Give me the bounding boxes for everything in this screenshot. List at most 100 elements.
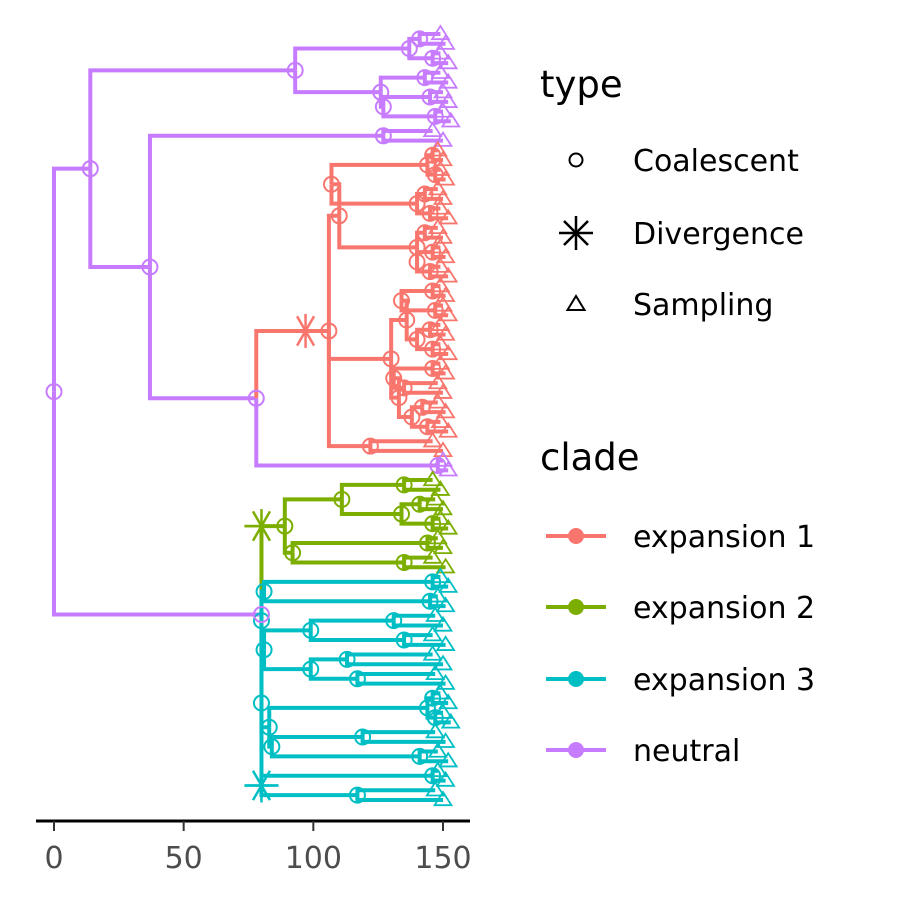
sampling-node [438, 92, 459, 108]
legend-clade-dot [568, 599, 584, 615]
sampling-node [438, 421, 459, 438]
coalescent-node [429, 456, 447, 474]
coalescent-node [413, 398, 431, 416]
coalescent-node [333, 490, 351, 508]
coalescent-node [421, 321, 439, 339]
sampling-node [432, 615, 454, 632]
coalescent-node [252, 694, 270, 712]
sampling-node [435, 363, 456, 380]
tree-branch [415, 339, 433, 352]
legend-clade-dot [568, 671, 584, 687]
tree-branch [262, 591, 431, 604]
sampling-node [435, 324, 456, 341]
tree-branch [381, 106, 436, 119]
tree-branch [262, 649, 311, 672]
tree-branch [345, 652, 433, 660]
tree-branch [293, 46, 410, 71]
tree-branch [308, 669, 358, 681]
legend-type-entry: Sampling [565, 288, 773, 323]
coalescent-node [424, 49, 442, 67]
coalescent-node [424, 360, 442, 378]
coalescent-node [302, 660, 320, 678]
sampling-node [430, 412, 451, 428]
tree-branch [399, 288, 433, 301]
tree-branch [267, 705, 428, 728]
tree-branch [391, 378, 405, 390]
sampling-node [427, 218, 448, 235]
tree-branch [378, 75, 425, 93]
legend-clade-dot [568, 528, 584, 544]
tree-branch [345, 659, 443, 667]
coalescent-node [385, 612, 403, 630]
sampling-node [432, 383, 454, 399]
sampling-node [438, 577, 459, 593]
sampling-node [430, 198, 451, 215]
sampling-node [425, 664, 446, 681]
coalescent-node [426, 107, 444, 125]
legend-type-title: type [540, 63, 623, 106]
sampling-node [432, 790, 454, 807]
sampling-node [430, 63, 451, 79]
tree-branch [415, 327, 431, 340]
legend-clade-entry: neutral [546, 734, 740, 769]
coalescent-node [408, 195, 426, 213]
coalescent-node [424, 689, 442, 707]
tree-branch [409, 417, 428, 429]
coalescent-node [302, 621, 320, 639]
coalescent-node [252, 606, 270, 624]
tree-branch [360, 736, 446, 744]
legend-clade-label: expansion 2 [633, 591, 815, 626]
sampling-node [435, 770, 456, 787]
sampling-node [438, 208, 459, 225]
x-axis: 0 50 100 150 [36, 819, 472, 876]
coalescent-node [418, 699, 436, 717]
tree-branch [402, 633, 433, 641]
legend-type-entry: Coalescent [568, 144, 799, 179]
tree-branch [269, 746, 420, 759]
sampling-node [430, 480, 451, 496]
legend-type-label: Coalescent [633, 144, 799, 179]
legend-clade-label: expansion 1 [633, 520, 815, 555]
legend-type: type Coalescent Divergence Sampling [540, 63, 804, 323]
tree-branch [396, 397, 412, 419]
coalescent-node [421, 592, 439, 610]
sampling-node [425, 489, 446, 506]
tree-branch [262, 628, 311, 650]
tree-branch [355, 671, 436, 679]
tree-branch [308, 657, 348, 670]
coalescent-node [424, 340, 442, 358]
sampling-node [438, 751, 459, 768]
coalescent-node [348, 786, 366, 804]
coalescent-node [421, 88, 439, 106]
sampling-node [435, 557, 456, 574]
coalescent-node [408, 330, 426, 348]
sampling-node [432, 654, 454, 671]
tree-branch [337, 215, 418, 250]
tree-branch [368, 439, 433, 447]
tree-branch [391, 366, 433, 379]
tree-branch [52, 166, 91, 392]
coalescent-node [424, 515, 442, 533]
coalescent-node [424, 243, 442, 261]
coalescent-node [403, 408, 421, 426]
sampling-node [422, 547, 443, 564]
tree-nodes [45, 24, 461, 807]
sampling-node [438, 693, 459, 710]
coalescent-node [411, 30, 429, 48]
coalescent-node [418, 156, 436, 174]
divergence-node [288, 313, 323, 348]
tree-branch [339, 482, 405, 500]
coalescent-node [255, 583, 273, 601]
sampling-node [422, 644, 443, 661]
sampling-node [427, 373, 448, 390]
tree-branch [404, 320, 418, 342]
sampling-node [440, 712, 461, 729]
sampling-node [438, 266, 459, 283]
sampling-node [430, 315, 451, 331]
tree-branch [293, 70, 381, 95]
tree-branch [415, 261, 431, 274]
x-axis-tick-label: 50 [165, 841, 203, 876]
coalescent-node [400, 40, 418, 58]
legend-clade-entry: expansion 1 [546, 520, 815, 555]
